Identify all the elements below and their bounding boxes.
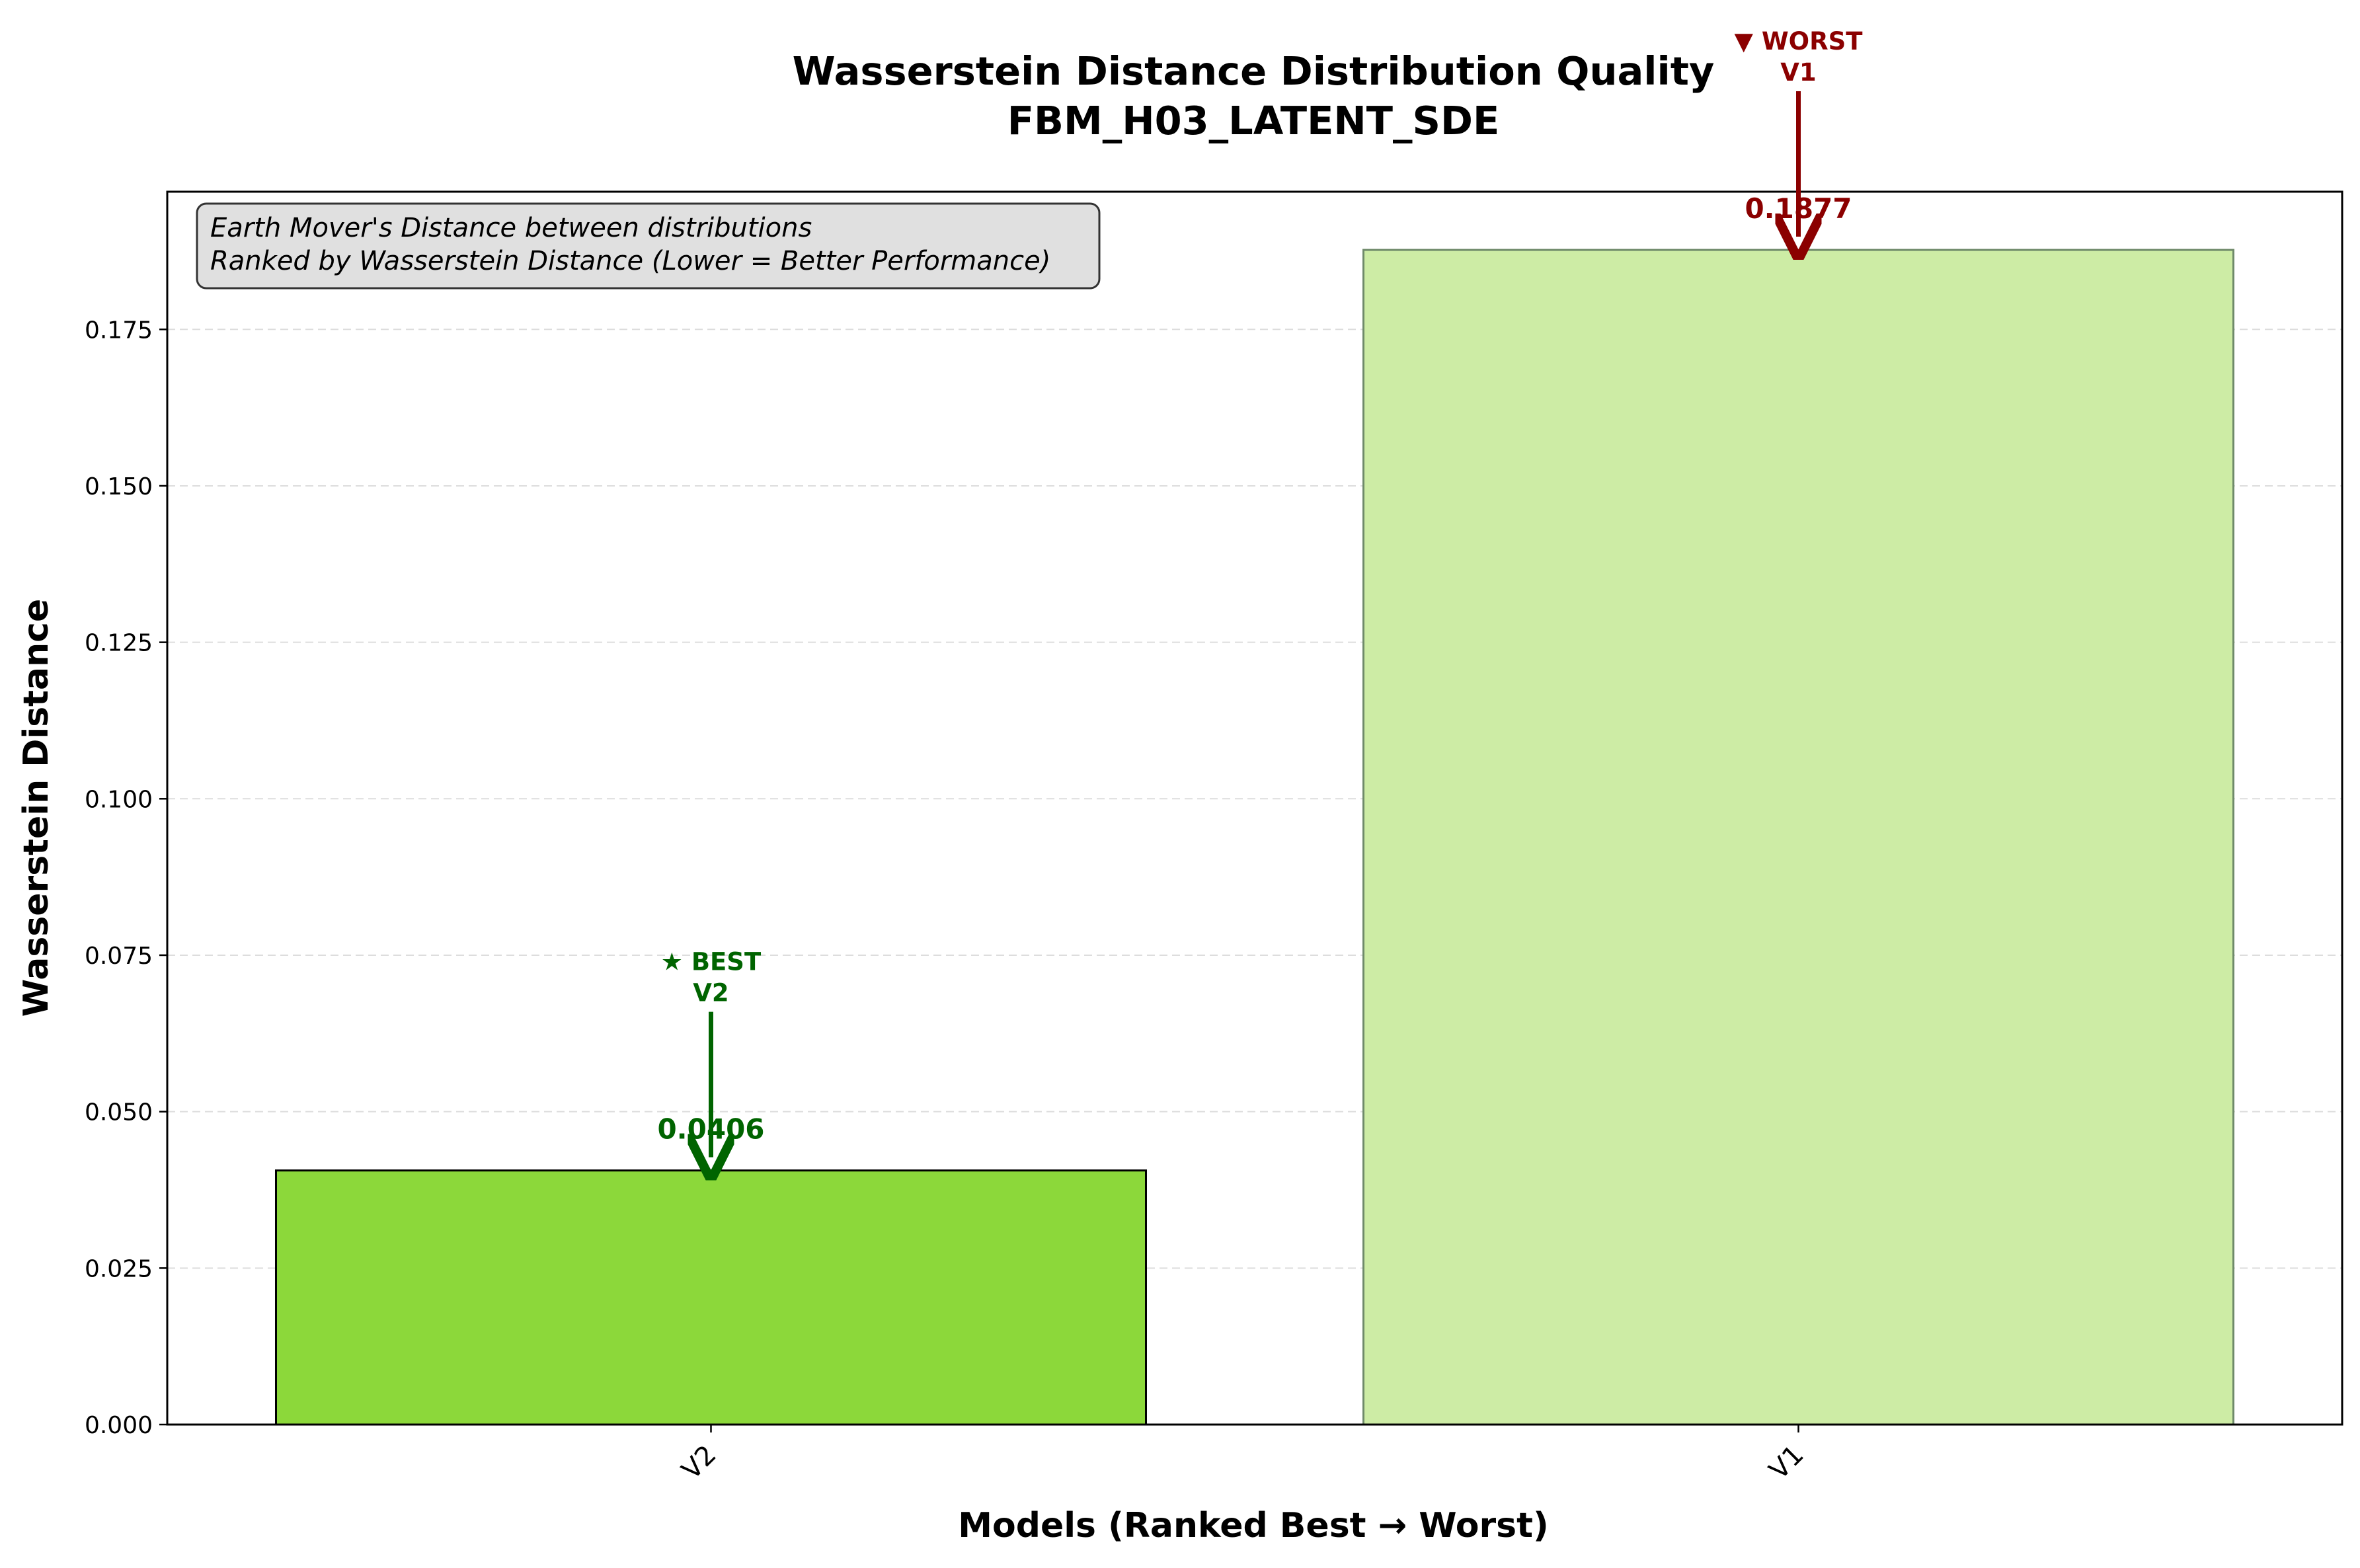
bars xyxy=(275,249,2234,1426)
y-tick-label: 0.000 xyxy=(85,1412,153,1439)
y-axis-label: Wasserstein Distance xyxy=(17,599,56,1017)
annotation-rank-label: ▼ WORST xyxy=(1735,27,1864,56)
x-axis-ticks: V2 V1 xyxy=(676,1425,1810,1485)
x-axis-label: Models (Ranked Best → Worst) xyxy=(958,1506,1548,1546)
y-tick-label: 0.125 xyxy=(85,630,153,657)
y-tick-label: 0.025 xyxy=(85,1255,153,1282)
y-tick-label: 0.050 xyxy=(85,1099,153,1126)
chart-subtitle: FBM_H03_LATENT_SDE xyxy=(1007,98,1500,143)
y-tick-label: 0.150 xyxy=(85,473,153,500)
bar-v2 xyxy=(275,1169,1147,1426)
chart-title: Wasserstein Distance Distribution Qualit… xyxy=(793,48,1715,94)
y-tick-label: 0.075 xyxy=(85,943,153,970)
y-tick-label: 0.175 xyxy=(85,317,153,344)
info-box: Earth Mover's Distance between distribut… xyxy=(196,202,1101,290)
info-box-background xyxy=(196,202,1101,290)
y-tick-label: 0.100 xyxy=(85,786,153,813)
annotation-model-label: V2 xyxy=(693,979,728,1007)
bar-v1 xyxy=(1362,249,2234,1426)
annotation-rank-label: ★ BEST xyxy=(661,948,762,976)
x-tick-label: V1 xyxy=(1764,1440,1810,1486)
x-tick-label: V2 xyxy=(676,1440,723,1486)
info-box-line-2: Ranked by Wasserstein Distance (Lower = … xyxy=(210,246,1050,276)
y-axis-ticks: 0.000 0.025 0.050 0.075 0.100 0.125 0.150 0.175 xyxy=(85,317,167,1439)
info-box-line-1: Earth Mover's Distance between distribut… xyxy=(210,213,812,243)
annotation-model-label: V1 xyxy=(1780,58,1816,87)
plot-frame xyxy=(166,190,2343,1426)
